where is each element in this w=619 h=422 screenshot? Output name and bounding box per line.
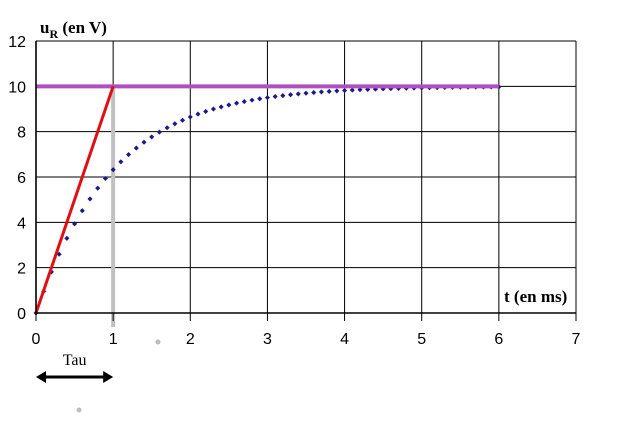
curve-point (342, 87, 348, 94)
curve-point (164, 125, 170, 131)
grid-lines (35, 40, 577, 314)
x-tick-label: 1 (109, 331, 118, 348)
curve-point (133, 145, 139, 151)
curve-point (126, 152, 132, 158)
tau-label: Tau (63, 352, 87, 369)
curve-point (87, 196, 93, 202)
curve-point (241, 99, 247, 105)
curve-point (334, 88, 340, 94)
y-tick-label: 10 (8, 79, 26, 96)
x-axis-title: t (en ms) (504, 287, 567, 306)
data-series (33, 84, 502, 316)
stray-dot (155, 339, 161, 345)
curve-point (195, 111, 201, 117)
tau-annotation: Tau (36, 339, 161, 413)
curve-point (187, 114, 193, 120)
curve-point (141, 139, 147, 145)
curve-point (326, 88, 332, 94)
curve-point (311, 89, 317, 96)
curve-point (264, 95, 270, 101)
curve-point (79, 208, 85, 214)
curve-point (64, 235, 70, 241)
tau-arrow-right-head (103, 371, 114, 383)
curve-point (257, 96, 263, 102)
curve-point (210, 106, 216, 112)
curve-point (249, 97, 255, 103)
x-tick-label: 4 (340, 331, 349, 348)
curve-point (272, 93, 278, 100)
x-tick-label: 6 (494, 331, 503, 348)
stray-dot (76, 407, 82, 413)
y-tick-label: 4 (17, 215, 26, 232)
y-tick-label: 2 (17, 261, 26, 278)
curve-point (203, 108, 209, 114)
tau-arrow-left-head (36, 371, 46, 383)
curve-point (303, 90, 309, 96)
curve-point (156, 129, 162, 135)
axes (35, 41, 577, 321)
x-tick-label: 0 (32, 331, 41, 348)
curve-point (234, 100, 240, 106)
curve-point (295, 91, 301, 97)
y-tick-label: 6 (17, 170, 26, 187)
curve-point (180, 117, 186, 123)
curve-point (149, 134, 155, 140)
curve-point (102, 175, 108, 182)
curve-point (218, 104, 224, 110)
curve-point (288, 92, 294, 98)
x-tick-label: 2 (186, 331, 195, 348)
curve-point (95, 185, 101, 191)
tangent-line (34, 85, 115, 314)
curve-point (110, 167, 116, 173)
curve-point (226, 102, 232, 108)
curve-point (280, 93, 286, 99)
y-axis-title: uR (en V) (40, 18, 107, 41)
curve-point (172, 121, 178, 127)
x-tick-label: 7 (572, 331, 581, 348)
y-tick-label: 8 (17, 125, 26, 142)
curve-point (318, 89, 324, 95)
y-tick-label: 0 (17, 306, 26, 323)
y-tick-label: 12 (8, 34, 26, 51)
curve-point (118, 159, 124, 165)
x-tick-label: 3 (263, 331, 272, 348)
x-tick-label: 5 (417, 331, 426, 348)
